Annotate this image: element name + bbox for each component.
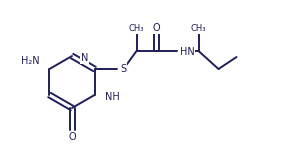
Text: NH: NH [104,92,119,102]
Text: N: N [81,53,88,63]
Text: CH₃: CH₃ [191,24,206,33]
Text: H₂N: H₂N [21,56,39,66]
Text: CH₃: CH₃ [129,24,144,33]
Text: O: O [68,132,76,142]
Text: S: S [120,64,127,74]
Text: O: O [153,23,160,33]
Text: HN: HN [180,47,194,57]
